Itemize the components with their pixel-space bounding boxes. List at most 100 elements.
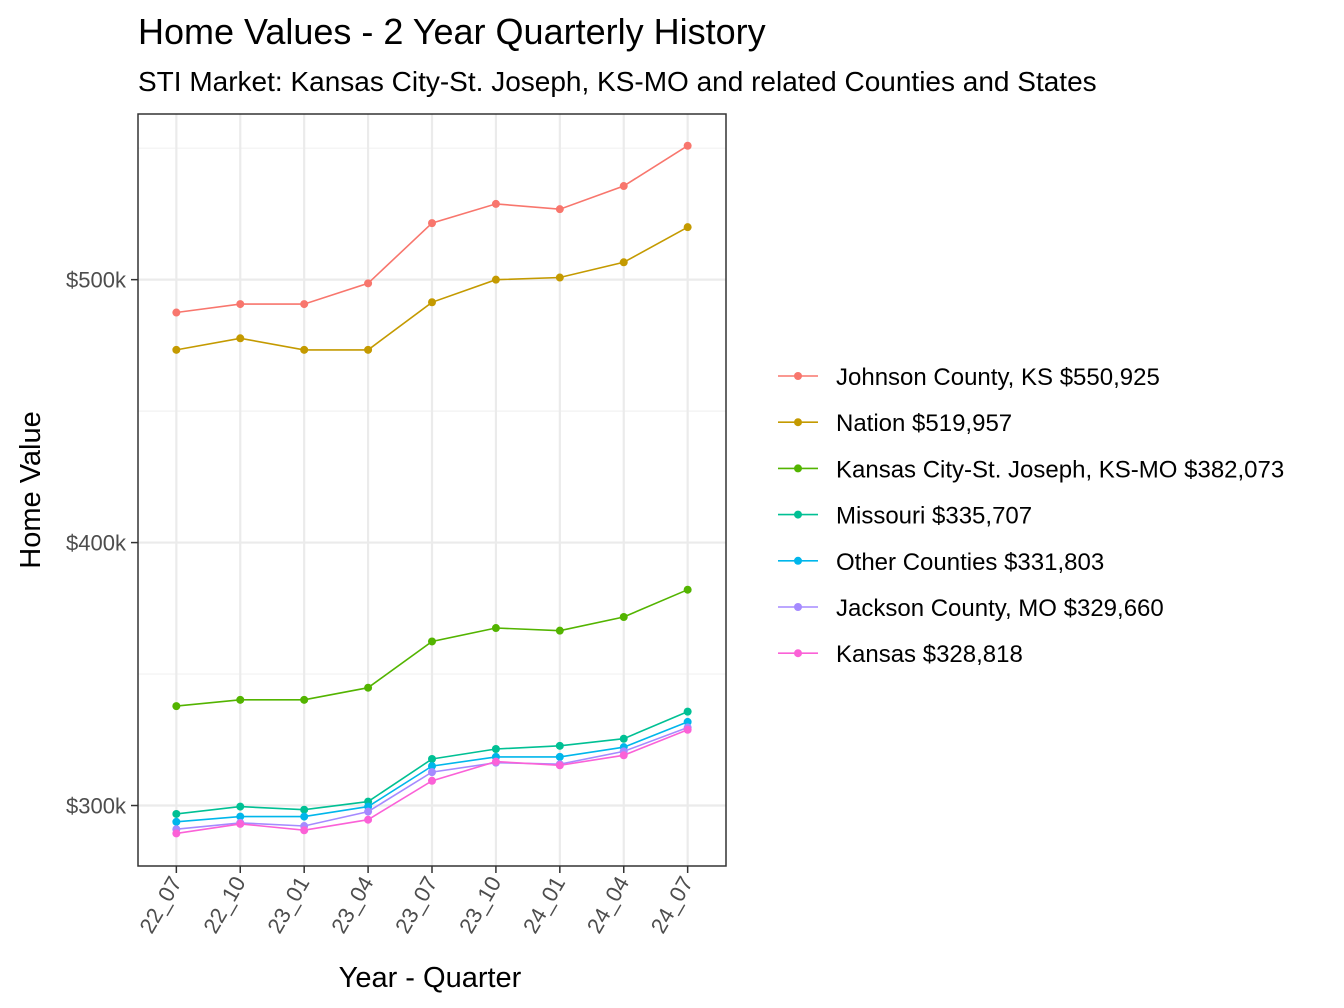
x-axis: 22_07 22_10 23_01 23_04 23_07 23_10 24_01 24_04… bbox=[134, 866, 698, 937]
data-point bbox=[683, 223, 692, 232]
data-point bbox=[428, 762, 436, 771]
plot-area bbox=[137, 113, 727, 867]
series-group bbox=[172, 585, 692, 711]
x-tick-label: 24_04 bbox=[582, 872, 634, 937]
data-point bbox=[491, 624, 500, 633]
data-point bbox=[364, 279, 373, 288]
y-tick-label: $500k bbox=[66, 268, 127, 293]
data-point bbox=[491, 757, 500, 766]
series-group bbox=[172, 141, 692, 317]
legend-key-point bbox=[794, 372, 802, 380]
series-group bbox=[172, 717, 692, 826]
y-tick-label: $400k bbox=[66, 531, 127, 556]
data-point bbox=[555, 205, 564, 214]
data-point bbox=[428, 754, 436, 763]
data-point bbox=[236, 334, 245, 343]
series-group bbox=[172, 223, 692, 354]
x-tick-label: 23_01 bbox=[262, 872, 314, 937]
data-point bbox=[683, 725, 692, 734]
legend-item: Johnson County, KS $550,925 bbox=[778, 364, 1160, 391]
legend-item: Kansas $328,818 bbox=[778, 641, 1023, 668]
x-tick-label: 23_04 bbox=[326, 872, 378, 937]
legend-key-point bbox=[794, 556, 802, 565]
legend-label: Jackson County, MO $329,660 bbox=[836, 595, 1164, 622]
legend-key-point bbox=[794, 418, 802, 427]
data-point bbox=[491, 744, 500, 753]
legend-label: Kansas $328,818 bbox=[836, 641, 1023, 668]
legend-key-point bbox=[794, 603, 802, 611]
x-tick-label: 22_10 bbox=[198, 872, 250, 937]
data-point bbox=[364, 807, 373, 816]
data-point bbox=[555, 761, 564, 770]
data-point bbox=[428, 219, 436, 228]
data-point bbox=[300, 345, 309, 354]
legend-label: Other Counties $331,803 bbox=[836, 549, 1104, 576]
data-point bbox=[364, 345, 373, 354]
legend-label: Kansas City-St. Joseph, KS-MO $382,073 bbox=[836, 456, 1284, 483]
data-point bbox=[300, 300, 309, 309]
data-point bbox=[428, 637, 436, 646]
data-point bbox=[619, 612, 628, 621]
data-point bbox=[236, 300, 245, 309]
y-axis-title: Home Value bbox=[15, 411, 47, 568]
data-point bbox=[555, 741, 564, 750]
chart-subtitle: STI Market: Kansas City-St. Joseph, KS-M… bbox=[138, 66, 1097, 97]
x-tick-label: 23_10 bbox=[454, 872, 506, 937]
series-group bbox=[172, 725, 692, 838]
data-point bbox=[619, 258, 628, 267]
legend-item: Nation $519,957 bbox=[778, 410, 1012, 437]
data-point bbox=[619, 751, 628, 760]
data-point bbox=[619, 182, 628, 191]
data-point bbox=[172, 817, 181, 826]
legend-label: Nation $519,957 bbox=[836, 410, 1012, 437]
data-point bbox=[300, 695, 309, 704]
data-point bbox=[236, 819, 245, 828]
legend-label: Johnson County, KS $550,925 bbox=[836, 364, 1160, 391]
legend-item: Other Counties $331,803 bbox=[778, 549, 1104, 576]
data-point bbox=[491, 275, 500, 284]
x-tick-label: 22_07 bbox=[134, 872, 186, 937]
data-point bbox=[683, 717, 692, 726]
data-point bbox=[172, 829, 181, 838]
legend-key-point bbox=[794, 464, 802, 473]
data-point bbox=[683, 585, 692, 594]
data-point bbox=[428, 298, 436, 307]
legend-label: Missouri $335,707 bbox=[836, 503, 1032, 530]
data-point bbox=[300, 826, 309, 835]
data-point bbox=[236, 812, 245, 821]
data-point bbox=[300, 812, 309, 821]
y-axis: $300k $400k $500k bbox=[66, 268, 138, 819]
data-point bbox=[619, 734, 628, 743]
x-axis-title: Year - Quarter bbox=[339, 962, 522, 994]
data-point bbox=[300, 805, 309, 814]
data-point bbox=[172, 702, 181, 711]
data-point bbox=[172, 345, 181, 354]
data-point bbox=[236, 802, 245, 811]
chart-title: Home Values - 2 Year Quarterly History bbox=[138, 11, 766, 52]
data-point bbox=[555, 626, 564, 635]
series bbox=[172, 141, 692, 838]
data-point bbox=[555, 273, 564, 282]
x-tick-label: 24_07 bbox=[646, 872, 698, 937]
legend-item: Kansas City-St. Joseph, KS-MO $382,073 bbox=[778, 456, 1284, 483]
data-point bbox=[428, 768, 436, 777]
x-tick-label: 24_01 bbox=[518, 872, 570, 937]
data-point bbox=[683, 707, 692, 716]
data-point bbox=[364, 683, 373, 692]
data-point bbox=[236, 695, 245, 704]
legend-key-point bbox=[794, 510, 802, 519]
legend-item: Jackson County, MO $329,660 bbox=[778, 595, 1164, 622]
y-tick-label: $300k bbox=[66, 794, 127, 819]
legend-item: Missouri $335,707 bbox=[778, 503, 1032, 530]
data-point bbox=[172, 308, 181, 317]
x-tick-label: 23_07 bbox=[390, 872, 442, 937]
data-point bbox=[428, 776, 436, 785]
data-point bbox=[555, 752, 564, 761]
legend-key-point bbox=[794, 649, 802, 658]
data-point bbox=[683, 141, 692, 150]
data-point bbox=[491, 199, 500, 208]
data-point bbox=[364, 815, 373, 824]
data-point bbox=[172, 809, 181, 818]
legend: Johnson County, KS $550,925 Nation $519,9… bbox=[778, 364, 1284, 668]
